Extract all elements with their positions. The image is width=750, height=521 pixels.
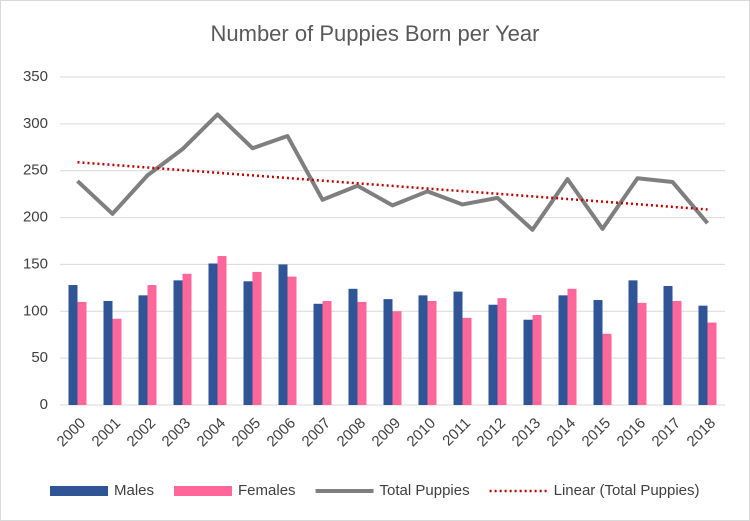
y-tick-label: 300 bbox=[23, 115, 48, 132]
bar bbox=[637, 302, 647, 405]
bar bbox=[182, 273, 192, 405]
bar bbox=[497, 298, 507, 405]
bar bbox=[147, 285, 157, 405]
bar bbox=[567, 288, 577, 405]
bar bbox=[453, 291, 463, 405]
bar bbox=[243, 281, 253, 405]
bar bbox=[523, 319, 533, 405]
bar bbox=[208, 263, 218, 405]
bar bbox=[138, 295, 148, 405]
legend-label: Males bbox=[114, 482, 154, 499]
bar bbox=[357, 301, 367, 405]
bar bbox=[488, 304, 498, 405]
bar bbox=[103, 300, 113, 405]
bar bbox=[593, 300, 603, 405]
bar bbox=[532, 315, 542, 405]
bar bbox=[392, 311, 402, 405]
trend-line bbox=[77, 161, 708, 211]
line bbox=[76, 112, 710, 232]
bar bbox=[602, 333, 612, 405]
bar bbox=[698, 305, 708, 405]
bar bbox=[68, 285, 78, 405]
bar bbox=[322, 300, 332, 405]
bar bbox=[348, 288, 358, 405]
bar bbox=[558, 295, 568, 405]
legend-label: Linear (Total Puppies) bbox=[554, 482, 700, 499]
y-tick-label: 50 bbox=[31, 349, 48, 366]
chart-title: Number of Puppies Born per Year bbox=[211, 21, 540, 46]
bar bbox=[77, 301, 87, 405]
bar bbox=[672, 300, 682, 405]
legend-label: Total Puppies bbox=[380, 482, 470, 499]
bar bbox=[628, 280, 638, 405]
legend-label: Females bbox=[238, 482, 296, 499]
bar bbox=[418, 295, 428, 405]
y-tick-label: 100 bbox=[23, 302, 48, 319]
y-tick-label: 250 bbox=[23, 162, 48, 179]
bar bbox=[707, 322, 717, 405]
y-tick-label: 350 bbox=[23, 68, 48, 85]
legend-swatch bbox=[174, 486, 233, 496]
bar bbox=[313, 303, 323, 405]
y-tick-label: 200 bbox=[23, 209, 48, 226]
bar bbox=[462, 317, 472, 405]
y-tick-label: 0 bbox=[40, 396, 48, 413]
bar bbox=[427, 300, 437, 405]
bar bbox=[383, 299, 393, 405]
legend-swatch bbox=[50, 486, 108, 496]
bar bbox=[173, 280, 183, 405]
bar bbox=[112, 318, 122, 405]
bar bbox=[278, 264, 288, 405]
y-tick-label: 150 bbox=[23, 255, 48, 272]
bar bbox=[663, 285, 673, 405]
bar bbox=[252, 271, 262, 405]
bar bbox=[217, 255, 227, 405]
bar bbox=[287, 276, 297, 405]
